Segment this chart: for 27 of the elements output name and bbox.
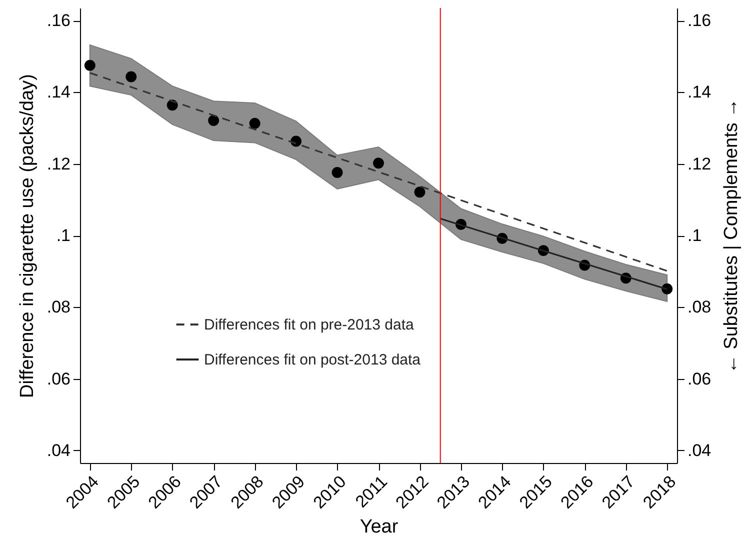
point <box>373 158 384 169</box>
y-tick-label: .14 <box>46 82 70 102</box>
y2-tick-label: .04 <box>688 440 712 460</box>
point <box>414 186 426 198</box>
point <box>249 118 260 129</box>
y2-tick-label: .06 <box>688 369 712 388</box>
y-tick-label: .06 <box>46 369 70 388</box>
y-tick-label: .1 <box>56 226 70 245</box>
point <box>126 71 137 82</box>
x-axis-title: Year <box>360 516 399 536</box>
point <box>332 166 343 178</box>
y2-tick-label: .08 <box>688 298 712 317</box>
y2-axis-title: ← Substitutes | Complements → <box>721 98 742 374</box>
y2-tick-label: .14 <box>688 82 712 102</box>
point <box>208 115 220 126</box>
y2-tick-label: .12 <box>688 154 712 174</box>
y-tick-label: .16 <box>46 11 70 30</box>
legend-label: Differences fit on pre-2013 data <box>204 316 415 334</box>
y2-tick-label: .16 <box>688 11 712 30</box>
y-tick-label: .12 <box>46 154 70 174</box>
y2-tick-label: .1 <box>688 226 702 245</box>
point <box>662 283 673 294</box>
y-tick-label: .04 <box>46 440 70 460</box>
legend-label: Differences fit on post-2013 data <box>204 352 422 368</box>
point <box>84 60 96 71</box>
y-tick-label: .08 <box>46 298 70 317</box>
y-axis-title: Difference in cigarette use (packs/day) <box>16 74 38 398</box>
